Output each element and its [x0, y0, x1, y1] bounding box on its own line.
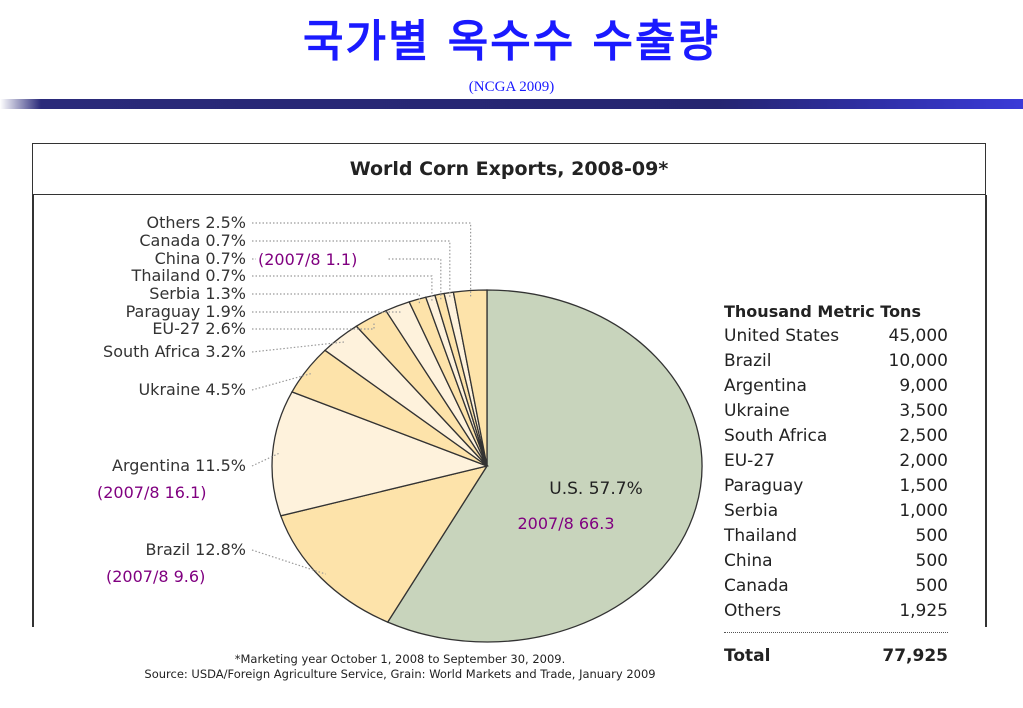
table-row: Serbia 1,000	[724, 499, 948, 524]
table-country: Paraguay	[724, 476, 804, 496]
table-value: 1,000	[899, 501, 948, 521]
slide-subtitle: (NCGA 2009)	[468, 79, 555, 95]
slice-label-south-africa: South Africa 3.2%	[103, 342, 246, 361]
table-country: South Africa	[724, 426, 828, 446]
chart-title: World Corn Exports, 2008-09*	[32, 143, 986, 195]
table-value: 3,500	[899, 401, 948, 421]
table-country: China	[724, 551, 773, 571]
table-row: United States 45,000	[724, 324, 948, 349]
table-row: Argentina 9,000	[724, 374, 948, 399]
slice-note-bg-china	[256, 250, 387, 269]
slice-label-brazil: Brazil 12.8%	[145, 540, 246, 559]
slice-note-us: 2007/8 66.3	[518, 514, 615, 533]
table-country: Others	[724, 601, 782, 621]
slice-label-others: Others 2.5%	[147, 213, 247, 232]
table-value: 9,000	[899, 376, 948, 396]
pie-slice-argentina	[271, 391, 490, 517]
slice-label-thailand: Thailand 0.7%	[131, 266, 246, 285]
table-total-label: Total	[724, 646, 771, 666]
table-country: Argentina	[724, 376, 807, 396]
table-value: 500	[915, 526, 948, 546]
footnote-marketing-year: *Marketing year October 1, 2008 to Septe…	[234, 652, 566, 666]
table-row: Canada 500	[724, 574, 948, 599]
table-country: Ukraine	[724, 401, 790, 421]
leader-line-eu-27	[252, 323, 375, 330]
table-value: 1,925	[899, 601, 948, 621]
table-country: Brazil	[724, 351, 772, 371]
slice-label-serbia: Serbia 1.3%	[149, 284, 246, 303]
table-row: EU-27 2,000	[724, 449, 948, 474]
table-row: Others 1,925	[724, 599, 948, 624]
exports-table: Thousand Metric Tons United States 45,000…	[724, 300, 948, 669]
table-value: 500	[915, 551, 948, 571]
table-value: 45,000	[888, 326, 948, 346]
leader-line-brazil	[251, 549, 326, 575]
table-country: United States	[724, 326, 840, 346]
chart-frame-left	[32, 195, 34, 627]
table-country: EU-27	[724, 451, 775, 471]
table-body: United States 45,000 Brazil 10,000 Argentina…	[724, 324, 948, 624]
chart-frame-right	[985, 195, 987, 627]
slice-label-paraguay: Paraguay 1.9%	[126, 302, 246, 321]
slice-label-china: China 0.7%	[155, 249, 246, 268]
table-value: 2,500	[899, 426, 948, 446]
chart-footnote: *Marketing year October 1, 2008 to Septe…	[80, 652, 720, 682]
title-divider-bar	[0, 99, 1023, 109]
slice-label-eu-27: EU-27 2.6%	[152, 319, 246, 338]
pie-slice-brazil	[279, 464, 489, 623]
table-value: 500	[915, 576, 948, 596]
table-total-row: Total 77,925	[724, 643, 948, 669]
table-country: Thailand	[724, 526, 798, 546]
table-row: Ukraine 3,500	[724, 399, 948, 424]
table-row: South Africa 2,500	[724, 424, 948, 449]
table-value: 1,500	[899, 476, 948, 496]
leader-line-thailand	[252, 275, 433, 302]
slice-label-argentina: Argentina 11.5%	[112, 456, 246, 475]
leader-line-south-africa	[251, 341, 345, 353]
table-row: Brazil 10,000	[724, 349, 948, 374]
leader-line-paraguay	[252, 311, 401, 313]
leader-line-serbia	[252, 293, 420, 306]
table-value: 10,000	[888, 351, 948, 371]
table-total-value: 77,925	[882, 646, 948, 666]
table-header: Thousand Metric Tons	[724, 302, 921, 321]
table-country: Canada	[724, 576, 789, 596]
table-country: Serbia	[724, 501, 779, 521]
table-row: China 500	[724, 549, 948, 574]
table-value: 2,000	[899, 451, 948, 471]
pie-slice-u-s	[386, 289, 703, 643]
slice-note-china: (2007/8 1.1)	[258, 250, 357, 269]
slice-label-ukraine: Ukraine 4.5%	[138, 380, 246, 399]
slide-title: 국가별 옥수수 수출량	[303, 16, 720, 67]
leader-line-argentina	[251, 452, 279, 467]
table-total-divider	[724, 632, 948, 643]
pie-slice-others	[452, 289, 488, 467]
slice-label-canada: Canada 0.7%	[139, 231, 246, 250]
slice-note-argentina: (2007/8 16.1)	[97, 483, 206, 502]
slice-label-us: U.S. 57.7%	[549, 479, 642, 499]
table-row: Paraguay 1,500	[724, 474, 948, 499]
slice-note-brazil: (2007/8 9.6)	[106, 567, 205, 586]
footnote-source: Source: USDA/Foreign Agriculture Service…	[144, 667, 656, 681]
table-row: Thailand 500	[724, 524, 948, 549]
